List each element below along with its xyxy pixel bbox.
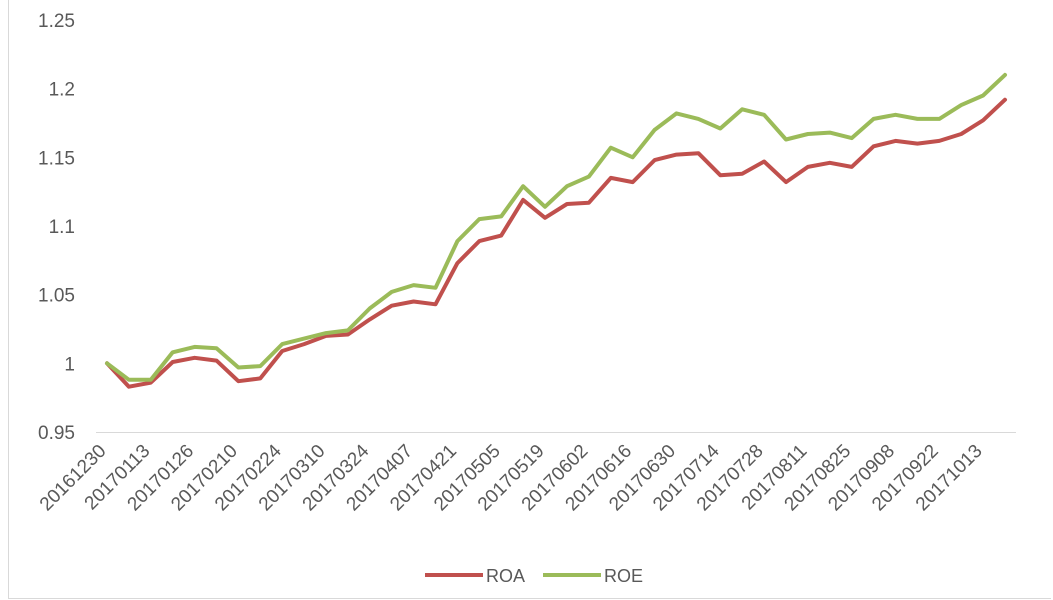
legend-label-roa: ROA	[486, 566, 525, 586]
series-line-roa	[105, 97, 1007, 389]
chart-frame	[8, 0, 1051, 599]
y-tick-label: 1.05	[38, 286, 75, 307]
y-tick-label: 1.25	[38, 11, 75, 32]
y-tick-label: 1.15	[38, 148, 75, 169]
x-axis-tick-labels: 2016123020170113201701262017021020170224…	[36, 440, 987, 515]
y-axis-tick-labels: 0.95 1 1.05 1.1 1.15 1.2 1.25	[38, 11, 75, 444]
legend: ROA ROE	[425, 566, 643, 586]
series-line-roe	[105, 72, 1007, 382]
legend-label-roe: ROE	[604, 566, 643, 586]
y-tick-label: 1.2	[49, 80, 75, 101]
y-tick-label: 1	[64, 354, 75, 375]
series-lines	[105, 72, 1007, 389]
y-tick-label: 0.95	[38, 423, 75, 444]
y-tick-label: 1.1	[49, 217, 75, 238]
